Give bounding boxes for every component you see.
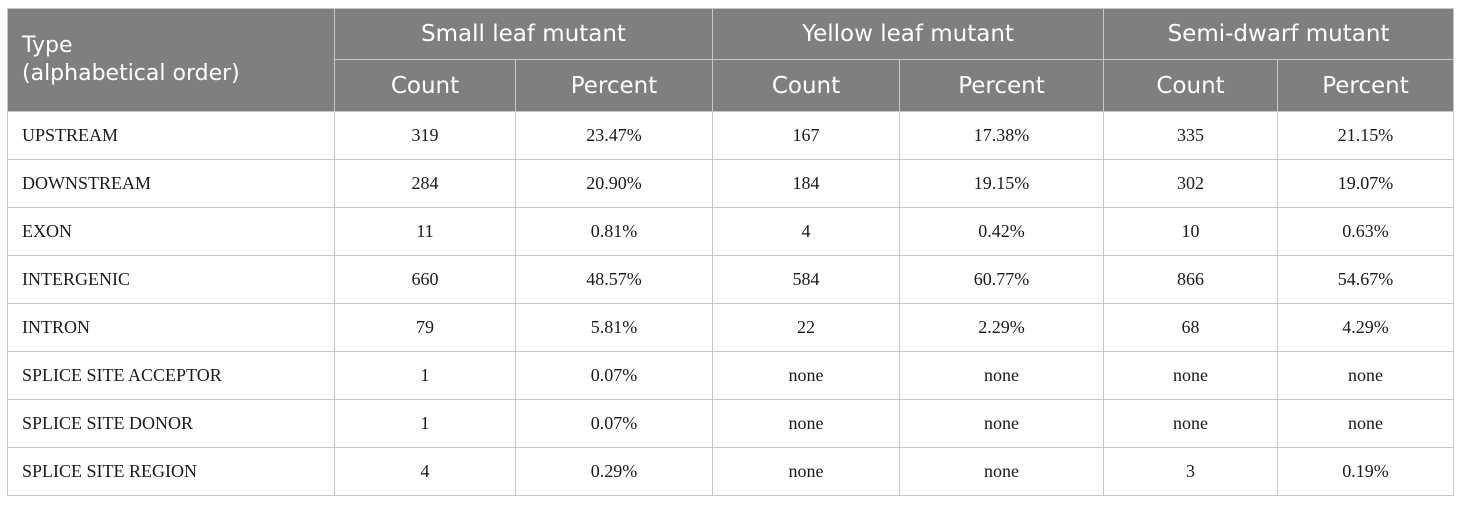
table-row: SPLICE SITE DONOR 1 0.07% none none none none xyxy=(7,399,1455,448)
count-cell: none xyxy=(712,447,900,496)
subheader-count: Count xyxy=(712,59,900,112)
table-body: UPSTREAM 319 23.47% 167 17.38% 335 21.15% DOWNS… xyxy=(7,111,1455,496)
count-cell: 11 xyxy=(334,207,516,256)
count-cell: 660 xyxy=(334,255,516,304)
data-table: Type (alphabetical order) Small leaf mut… xyxy=(7,8,1455,496)
percent-cell: 4.29% xyxy=(1277,303,1455,352)
percent-cell: 60.77% xyxy=(898,255,1105,304)
row-type-cell: INTRON xyxy=(7,303,335,352)
row-type-cell: SPLICE SITE ACCEPTOR xyxy=(7,351,335,400)
count-cell: none xyxy=(712,399,900,448)
table-row: INTERGENIC 660 48.57% 584 60.77% 866 54.67% xyxy=(7,255,1455,304)
table-row: INTRON 79 5.81% 22 2.29% 68 4.29% xyxy=(7,303,1455,352)
table-header: Type (alphabetical order) Small leaf mut… xyxy=(7,8,1455,112)
row-type-cell: SPLICE SITE DONOR xyxy=(7,399,335,448)
percent-cell: 0.07% xyxy=(515,351,713,400)
percent-cell: none xyxy=(898,447,1105,496)
count-cell: 22 xyxy=(712,303,900,352)
count-cell: 167 xyxy=(712,111,900,160)
count-cell: 3 xyxy=(1103,447,1279,496)
subheader-percent: Percent xyxy=(1277,59,1455,112)
row-type-cell: INTERGENIC xyxy=(7,255,335,304)
header-row-subcolumns: Count Percent Count Percent Count Percen… xyxy=(8,59,1455,112)
count-cell: none xyxy=(1103,399,1279,448)
table-row: UPSTREAM 319 23.47% 167 17.38% 335 21.15% xyxy=(7,111,1455,160)
row-type-cell: SPLICE SITE REGION xyxy=(7,447,335,496)
percent-cell: 54.67% xyxy=(1277,255,1455,304)
count-cell: 10 xyxy=(1103,207,1279,256)
row-type-cell: EXON xyxy=(7,207,335,256)
percent-cell: 23.47% xyxy=(515,111,713,160)
type-header-line1: Type xyxy=(22,33,73,58)
type-column-header: Type (alphabetical order) xyxy=(7,8,335,112)
count-cell: 866 xyxy=(1103,255,1279,304)
table-row: DOWNSTREAM 284 20.90% 184 19.15% 302 19.07% xyxy=(7,159,1455,208)
count-cell: 302 xyxy=(1103,159,1279,208)
count-cell: 1 xyxy=(334,399,516,448)
percent-cell: 0.81% xyxy=(515,207,713,256)
count-cell: 284 xyxy=(334,159,516,208)
percent-cell: 20.90% xyxy=(515,159,713,208)
percent-cell: 21.15% xyxy=(1277,111,1455,160)
percent-cell: 19.07% xyxy=(1277,159,1455,208)
percent-cell: 0.19% xyxy=(1277,447,1455,496)
group-header-semi-dwarf: Semi-dwarf mutant xyxy=(1103,8,1455,60)
count-cell: 68 xyxy=(1103,303,1279,352)
count-cell: 584 xyxy=(712,255,900,304)
percent-cell: 0.07% xyxy=(515,399,713,448)
count-cell: none xyxy=(1103,351,1279,400)
count-cell: none xyxy=(712,351,900,400)
percent-cell: 0.42% xyxy=(898,207,1105,256)
percent-cell: none xyxy=(1277,399,1455,448)
count-cell: 335 xyxy=(1103,111,1279,160)
row-type-cell: DOWNSTREAM xyxy=(7,159,335,208)
subheader-percent: Percent xyxy=(898,59,1105,112)
percent-cell: none xyxy=(1277,351,1455,400)
table-row: SPLICE SITE REGION 4 0.29% none none 3 0.19% xyxy=(7,447,1455,496)
percent-cell: none xyxy=(898,351,1105,400)
table-row: EXON 11 0.81% 4 0.42% 10 0.63% xyxy=(7,207,1455,256)
count-cell: 184 xyxy=(712,159,900,208)
type-header-line2: (alphabetical order) xyxy=(22,61,240,86)
count-cell: 79 xyxy=(334,303,516,352)
count-cell: 4 xyxy=(712,207,900,256)
count-cell: 319 xyxy=(334,111,516,160)
table-row: SPLICE SITE ACCEPTOR 1 0.07% none none none no… xyxy=(7,351,1455,400)
count-cell: 1 xyxy=(334,351,516,400)
percent-cell: 0.63% xyxy=(1277,207,1455,256)
header-row-groups: Type (alphabetical order) Small leaf mut… xyxy=(7,8,1455,112)
group-header-yellow-leaf: Yellow leaf mutant xyxy=(711,8,1105,60)
percent-cell: 2.29% xyxy=(898,303,1105,352)
count-cell: 4 xyxy=(334,447,516,496)
percent-cell: 0.29% xyxy=(515,447,713,496)
percent-cell: none xyxy=(898,399,1105,448)
percent-cell: 19.15% xyxy=(898,159,1105,208)
subheader-count: Count xyxy=(1103,59,1279,112)
percent-cell: 5.81% xyxy=(515,303,713,352)
percent-cell: 48.57% xyxy=(515,255,713,304)
subheader-count: Count xyxy=(334,59,516,112)
percent-cell: 17.38% xyxy=(898,111,1105,160)
subheader-percent: Percent xyxy=(515,59,713,112)
row-type-cell: UPSTREAM xyxy=(7,111,335,160)
group-header-small-leaf: Small leaf mutant xyxy=(334,8,713,60)
